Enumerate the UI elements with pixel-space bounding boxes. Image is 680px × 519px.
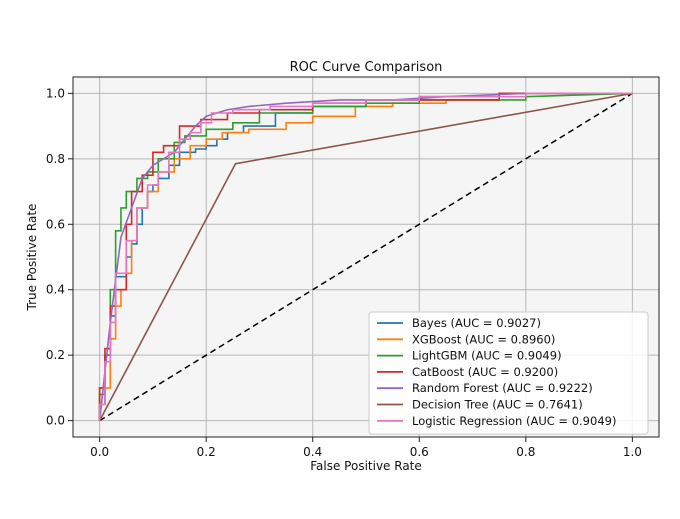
x-tick-label: 0.6 bbox=[410, 445, 429, 459]
legend: Bayes (AUC = 0.9027) XGBoost (AUC = 0.896… bbox=[368, 311, 649, 435]
legend-box bbox=[368, 311, 649, 435]
y-tick-label: 0.6 bbox=[46, 217, 65, 231]
legend-label-3: CatBoost (AUC = 0.9200) bbox=[412, 365, 558, 379]
legend-label-2: LightGBM (AUC = 0.9049) bbox=[412, 349, 562, 363]
x-axis-label: False Positive Rate bbox=[310, 459, 422, 473]
series-line-1 bbox=[98, 92, 633, 421]
x-tick-label: 0.4 bbox=[303, 445, 322, 459]
legend-label-4: Random Forest (AUC = 0.9222) bbox=[412, 381, 593, 395]
y-tick-label: 0.2 bbox=[46, 348, 65, 362]
y-tick-label: 0.4 bbox=[46, 283, 65, 297]
legend-label-0: Bayes (AUC = 0.9027) bbox=[412, 316, 541, 330]
legend-label-5: Decision Tree (AUC = 0.7641) bbox=[412, 398, 583, 412]
series-line-5 bbox=[98, 92, 633, 422]
legend-label-6: Logistic Regression (AUC = 0.9049) bbox=[412, 414, 616, 428]
axes-frame bbox=[72, 76, 660, 438]
x-tick-label: 0.8 bbox=[516, 445, 535, 459]
x-tick-label: 1.0 bbox=[623, 445, 642, 459]
x-tick-label: 0.2 bbox=[197, 445, 216, 459]
x-tick-label: 0.0 bbox=[90, 445, 109, 459]
legend-label-1: XGBoost (AUC = 0.8960) bbox=[412, 332, 555, 346]
series-line-6 bbox=[98, 92, 633, 421]
y-tick-label: 0.8 bbox=[46, 152, 65, 166]
y-axis-label: True Positive Rate bbox=[25, 204, 39, 312]
reference-diagonal-line bbox=[99, 92, 633, 422]
chart-title: ROC Curve Comparison bbox=[290, 60, 443, 75]
y-tick-label: 0.0 bbox=[46, 414, 65, 428]
y-tick-label: 1.0 bbox=[46, 86, 65, 100]
